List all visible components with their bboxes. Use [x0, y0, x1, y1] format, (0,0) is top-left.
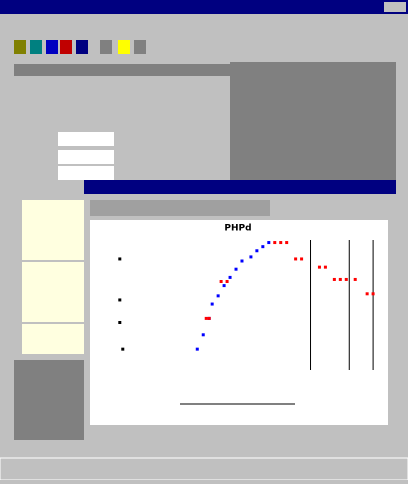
- tool-button[interactable]: [100, 40, 112, 54]
- scrollbar[interactable]: [396, 62, 408, 440]
- data-point: [234, 267, 238, 271]
- data-point: [228, 275, 232, 279]
- plot-area: [90, 220, 388, 425]
- data-point: [219, 280, 223, 283]
- taskbar: [0, 457, 408, 481]
- list-box[interactable]: [22, 324, 84, 354]
- data-point: [255, 249, 259, 253]
- data-point: [338, 277, 342, 281]
- list-box[interactable]: [22, 200, 84, 260]
- data-point: [222, 284, 226, 288]
- data-point: [207, 316, 211, 320]
- data-point: [273, 241, 277, 245]
- input-field[interactable]: [58, 166, 114, 180]
- data-point: [121, 347, 125, 351]
- data-point: [240, 259, 244, 263]
- data-point: [204, 316, 208, 320]
- input-field[interactable]: [58, 150, 114, 164]
- data-point: [294, 257, 298, 261]
- tool-button[interactable]: [60, 40, 72, 54]
- chart-toolbar: [90, 200, 270, 216]
- data-point: [285, 241, 289, 245]
- toolbar: [14, 40, 146, 54]
- chart-title-bar: [84, 180, 396, 194]
- data-point: [201, 333, 205, 337]
- data-point: [300, 257, 304, 261]
- tool-button[interactable]: [118, 40, 130, 54]
- data-point: [261, 245, 265, 249]
- data-point: [279, 241, 283, 245]
- data-point: [225, 280, 229, 283]
- app-title-bar: [0, 0, 408, 14]
- data-point: [344, 277, 348, 281]
- list-box[interactable]: [22, 262, 84, 322]
- tool-button[interactable]: [134, 40, 146, 54]
- data-point: [118, 298, 122, 302]
- status-bar: [0, 440, 408, 456]
- tool-button[interactable]: [76, 40, 88, 54]
- data-point: [365, 292, 369, 296]
- tool-button[interactable]: [30, 40, 42, 54]
- data-point: [332, 277, 336, 281]
- data-point: [371, 292, 375, 296]
- data-point: [118, 321, 122, 324]
- window-buttons[interactable]: [384, 2, 406, 12]
- data-point: [267, 241, 271, 245]
- tool-button[interactable]: [46, 40, 58, 54]
- input-field[interactable]: [58, 132, 114, 146]
- child-title-bar: [14, 64, 230, 76]
- data-point: [317, 265, 321, 269]
- menu-bar[interactable]: [0, 14, 408, 32]
- child-window: [14, 62, 230, 182]
- data-point: [195, 347, 199, 351]
- data-point: [118, 257, 122, 261]
- data-point: [210, 302, 214, 306]
- data-point: [323, 265, 327, 269]
- tool-button[interactable]: [14, 40, 26, 54]
- data-point: [353, 277, 357, 281]
- data-point: [249, 255, 253, 259]
- data-point: [216, 294, 220, 298]
- plot-title: PHPd: [224, 224, 251, 234]
